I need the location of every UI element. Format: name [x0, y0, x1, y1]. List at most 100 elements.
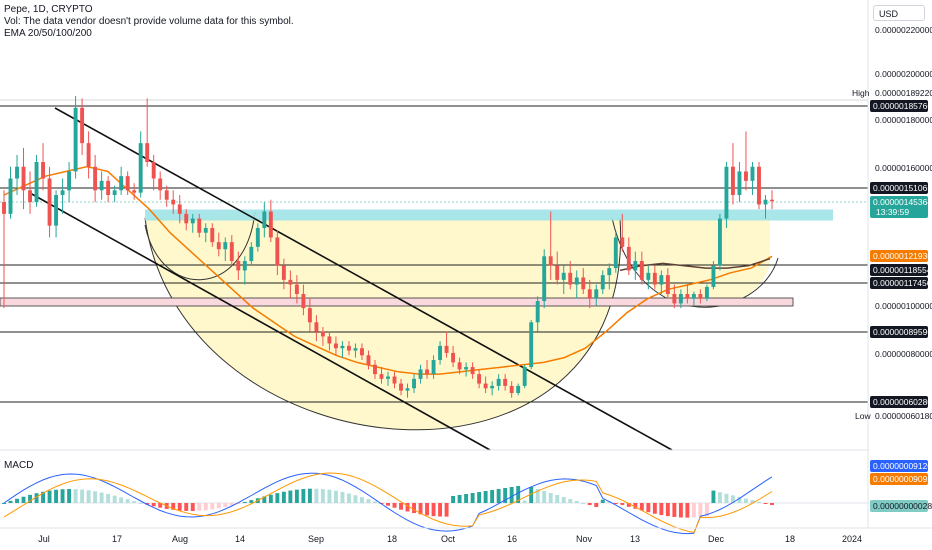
price-pane — [0, 96, 868, 451]
macd-bar — [405, 503, 410, 512]
macd-bar — [132, 501, 137, 503]
macd-bar — [327, 489, 332, 503]
candle-body — [301, 294, 306, 309]
macd-bar — [633, 503, 638, 509]
macd-bar — [184, 503, 189, 511]
macd-bar — [620, 503, 625, 505]
macd-bar — [190, 503, 195, 511]
candle-body — [763, 199, 768, 205]
candle-body — [392, 376, 397, 384]
macd-bar — [177, 503, 182, 511]
macd-bar — [54, 489, 59, 503]
candle-body — [477, 374, 482, 384]
price-tick-label: 0.00000160000 — [875, 163, 932, 173]
time-label: Nov — [576, 534, 593, 544]
candle-body — [93, 166, 98, 191]
macd-bar — [399, 503, 403, 510]
price-tick-label: 0.00000220000 — [875, 25, 932, 35]
macd-bar — [158, 503, 163, 508]
price-tag-value: 0.00000151065 — [873, 183, 932, 193]
macd-bar — [112, 495, 117, 503]
macd-bar — [171, 503, 176, 510]
macd-bar — [477, 492, 482, 503]
macd-bar — [711, 490, 716, 503]
candle-body — [691, 294, 696, 299]
price-tag-bg — [870, 182, 928, 194]
price-tag-bg — [870, 277, 928, 289]
candle-body — [346, 345, 351, 351]
macd-bar — [730, 495, 735, 503]
candle-body — [333, 343, 338, 349]
candle-body — [620, 237, 625, 247]
macd-bar — [145, 503, 150, 505]
macd-bar — [80, 489, 85, 503]
macd-bar — [41, 491, 46, 503]
macd-bar — [2, 503, 6, 504]
macd-bar — [67, 489, 72, 503]
candle-body — [288, 279, 293, 285]
candle-body — [21, 166, 26, 191]
macd-indicator-label[interactable]: MACD — [4, 460, 34, 471]
macd-bar — [125, 499, 130, 503]
candle-body — [34, 162, 39, 203]
high-value: 0.00000189220 — [875, 88, 932, 98]
macd-bar — [294, 489, 299, 503]
macd-bar — [678, 503, 683, 518]
macd-bar — [418, 503, 423, 515]
time-label: Aug — [172, 534, 188, 544]
candle-body — [516, 385, 521, 393]
macd-tag-value: 0.00000009120 — [873, 461, 932, 471]
macd-tag-value: 0.00000009092 — [873, 474, 932, 484]
macd-bar — [93, 491, 98, 503]
macd-bar — [600, 499, 605, 503]
macd-bar — [483, 491, 488, 503]
ema-indicator-label[interactable]: EMA 20/50/100/200 — [4, 28, 92, 39]
candle-body — [54, 195, 59, 226]
macd-bar — [685, 503, 690, 518]
countdown-label: 13:39:59 — [876, 207, 909, 217]
macd-bar — [672, 503, 677, 517]
candle-body — [262, 211, 267, 229]
macd-bar — [28, 494, 32, 503]
high-label: High — [852, 88, 870, 98]
macd-bar — [659, 503, 664, 516]
macd-bar — [431, 503, 436, 517]
candle-body — [425, 369, 430, 375]
candle-body — [412, 378, 416, 389]
low-label: Low — [855, 411, 871, 421]
candle-body — [60, 190, 65, 196]
candle-body — [119, 176, 124, 191]
candle-body — [360, 348, 364, 356]
candle-body — [529, 322, 534, 368]
macd-bar — [542, 491, 547, 503]
currency-selector[interactable]: USD — [873, 5, 925, 21]
candle-body — [67, 171, 72, 191]
macd-bar — [529, 487, 534, 503]
candle-body — [255, 228, 260, 247]
candle-body — [132, 190, 137, 193]
candle-body — [561, 272, 566, 280]
candle-body — [496, 378, 501, 386]
candle-body — [626, 246, 631, 271]
price-tag-value: 0.00000118554 — [873, 265, 932, 275]
candle-body — [177, 204, 182, 214]
candle-body — [203, 228, 208, 233]
macd-bar — [464, 494, 469, 503]
price-tag-value: 0.00000145364 — [873, 197, 932, 207]
candle-body — [652, 272, 657, 285]
symbol-title[interactable]: Pepe, 1D, CRYPTO — [4, 4, 93, 15]
candle-body — [444, 345, 449, 353]
cup-pattern-layer — [144, 211, 779, 431]
candle-body — [86, 143, 91, 167]
macd-bar — [639, 503, 644, 511]
macd-tag-bg — [870, 500, 928, 512]
time-label: 17 — [112, 534, 122, 544]
macd-bar — [717, 492, 722, 503]
macd-bar — [262, 496, 267, 503]
macd-bar — [724, 493, 729, 503]
time-label: 2024 — [842, 534, 862, 544]
candle-body — [340, 345, 345, 349]
price-tag-value: 0.00000060280 — [873, 397, 932, 407]
candle-body — [613, 237, 618, 269]
candle-body — [639, 261, 644, 280]
